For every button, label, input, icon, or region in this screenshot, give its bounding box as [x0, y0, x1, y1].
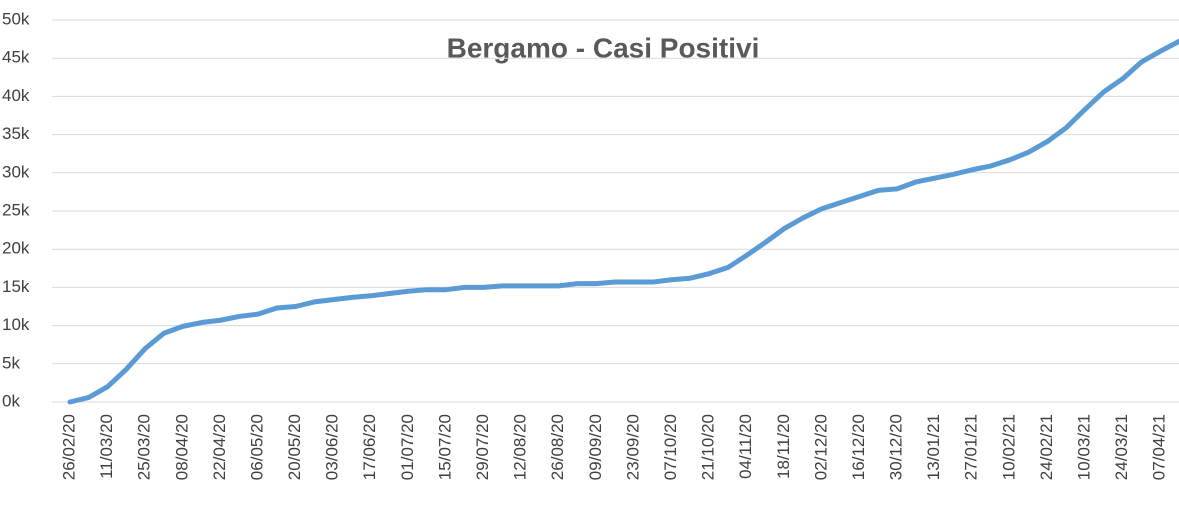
y-tick-label: 35k	[2, 124, 30, 143]
chart-title: Bergamo - Casi Positivi	[447, 32, 760, 63]
x-tick-label: 30/12/20	[887, 414, 906, 480]
y-tick-label: 30k	[2, 162, 30, 181]
x-tick-label: 23/09/20	[623, 414, 642, 480]
x-tick-label: 24/03/21	[1112, 414, 1131, 480]
x-tick-label: 07/10/20	[661, 414, 680, 480]
y-tick-label: 25k	[2, 200, 30, 219]
x-tick-label: 10/03/21	[1075, 414, 1094, 480]
x-tick-label: 27/01/21	[962, 414, 981, 480]
x-tick-label: 13/01/21	[924, 414, 943, 480]
x-tick-label: 01/07/20	[398, 414, 417, 480]
x-tick-label: 26/08/20	[548, 414, 567, 480]
x-tick-label: 10/02/21	[999, 414, 1018, 480]
y-tick-label: 20k	[2, 239, 30, 258]
y-tick-label: 0k	[2, 391, 20, 410]
data-line	[67, 38, 1179, 405]
x-tick-label: 04/11/20	[736, 414, 755, 479]
x-tick-label: 06/05/20	[247, 414, 266, 480]
x-tick-label: 26/02/20	[59, 414, 78, 480]
x-tick-label: 12/08/20	[511, 414, 530, 480]
x-tick-label: 08/04/20	[172, 414, 191, 480]
x-tick-label: 29/07/20	[473, 414, 492, 480]
x-tick-label: 11/03/20	[97, 414, 116, 479]
x-tick-label: 03/06/20	[323, 414, 342, 480]
y-tick-label: 50k	[2, 9, 30, 28]
x-tick-label: 17/06/20	[360, 414, 379, 480]
x-tick-label: 07/04/21	[1150, 414, 1169, 480]
y-tick-label: 15k	[2, 277, 30, 296]
y-tick-label: 40k	[2, 86, 30, 105]
x-tick-label: 22/04/20	[210, 414, 229, 480]
y-tick-label: 5k	[2, 353, 20, 372]
x-tick-label: 20/05/20	[285, 414, 304, 480]
x-tick-label: 09/09/20	[586, 414, 605, 480]
x-tick-label: 15/07/20	[435, 414, 454, 480]
y-tick-label: 45k	[2, 48, 30, 67]
x-tick-label: 25/03/20	[135, 414, 154, 480]
x-tick-label: 18/11/20	[774, 414, 793, 479]
y-tick-label: 10k	[2, 315, 30, 334]
x-tick-label: 24/02/21	[1037, 414, 1056, 480]
x-tick-label: 02/12/20	[811, 414, 830, 480]
x-tick-label: 16/12/20	[849, 414, 868, 480]
x-tick-label: 21/10/20	[699, 414, 718, 480]
